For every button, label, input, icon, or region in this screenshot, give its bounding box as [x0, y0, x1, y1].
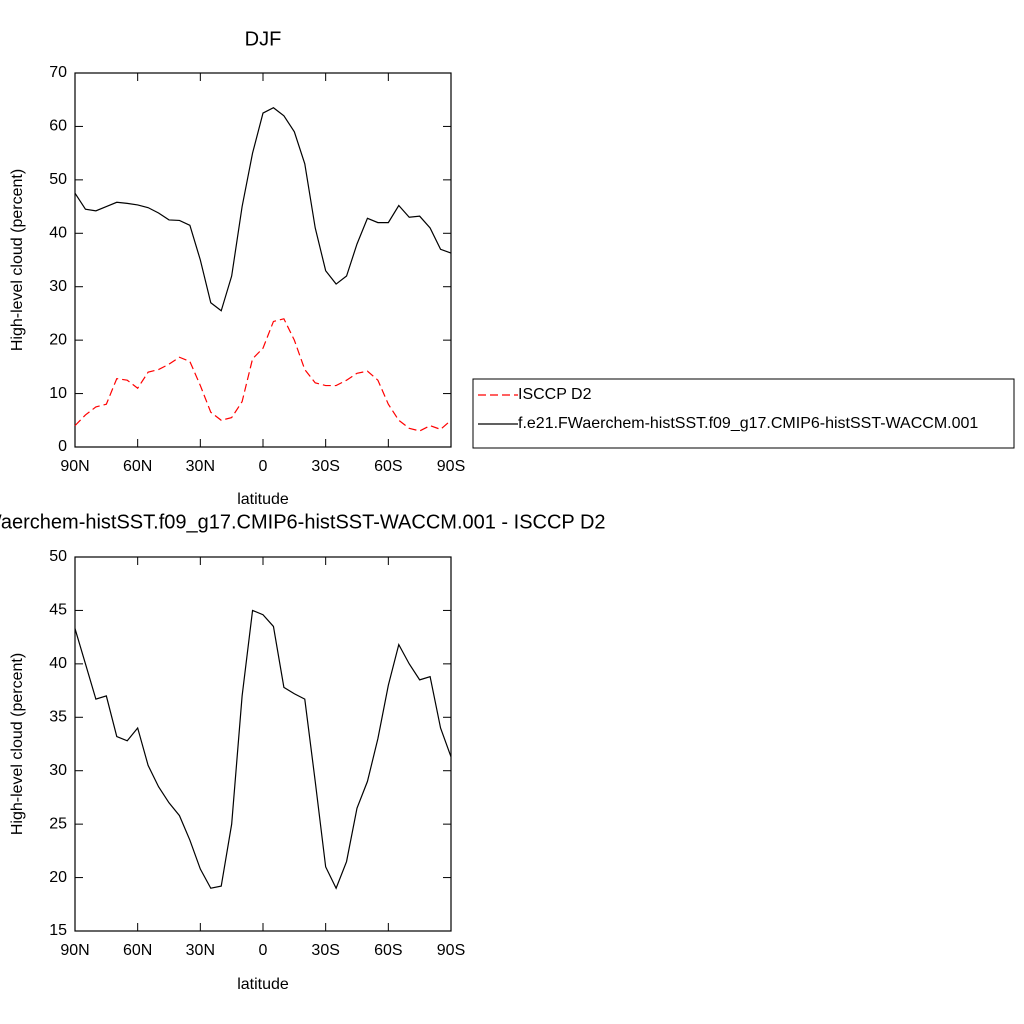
x-tick-label: 30N	[186, 942, 215, 959]
x-tick-label: 90N	[60, 458, 89, 475]
y-tick-label: 30	[49, 278, 67, 295]
y-tick-label: 40	[49, 655, 67, 672]
x-tick-label: 60S	[374, 458, 402, 475]
y-tick-label: 15	[49, 922, 67, 939]
data-line	[74, 609, 452, 890]
legend-label: f.e21.FWaerchem-histSST.f09_g17.CMIP6-hi…	[518, 415, 978, 432]
chart-title: DJF	[245, 28, 282, 50]
x-tick-label: 60N	[123, 458, 152, 475]
x-axis-label: latitude	[237, 976, 289, 993]
data-line	[74, 318, 452, 432]
x-tick-label: 90S	[437, 942, 465, 959]
x-tick-label: 30S	[311, 458, 339, 475]
plot-frame	[74, 72, 452, 448]
y-tick-label: 50	[49, 171, 67, 188]
x-tick-label: 90N	[60, 942, 89, 959]
y-axis-label: High-level cloud (percent)	[9, 653, 26, 835]
x-tick-label: 60N	[123, 942, 152, 959]
y-tick-label: 25	[49, 815, 67, 832]
y-axis-label: High-level cloud (percent)	[9, 169, 26, 351]
y-tick-label: 70	[49, 64, 67, 81]
y-tick-label: 50	[49, 548, 67, 565]
x-tick-label: 30S	[311, 942, 339, 959]
x-axis-label: latitude	[237, 491, 289, 508]
plot-frame	[74, 556, 452, 932]
y-tick-label: 20	[49, 331, 67, 348]
y-tick-label: 60	[49, 118, 67, 135]
x-tick-label: 0	[259, 942, 268, 959]
y-tick-label: 35	[49, 709, 67, 726]
x-tick-label: 30N	[186, 458, 215, 475]
y-tick-label: 10	[49, 385, 67, 402]
y-tick-label: 0	[58, 438, 67, 455]
x-tick-label: 0	[259, 458, 268, 475]
chart-title: f.e21.FWaerchem-histSST.f09_g17.CMIP6-hi…	[0, 511, 606, 533]
y-tick-label: 40	[49, 225, 67, 242]
legend-box	[472, 378, 1015, 449]
data-line	[74, 107, 452, 312]
legend-label: ISCCP D2	[518, 386, 592, 403]
x-tick-label: 90S	[437, 458, 465, 475]
x-tick-label: 60S	[374, 942, 402, 959]
y-tick-label: 45	[49, 602, 67, 619]
y-tick-label: 20	[49, 869, 67, 886]
y-tick-label: 30	[49, 762, 67, 779]
